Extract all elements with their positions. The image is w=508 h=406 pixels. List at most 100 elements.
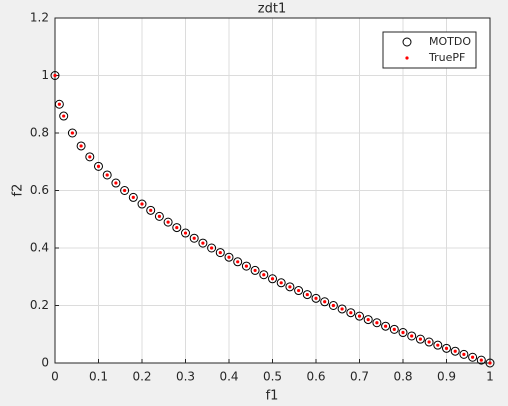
y-tick-label: 1 bbox=[41, 68, 49, 82]
point bbox=[427, 340, 431, 344]
point bbox=[172, 223, 182, 233]
point bbox=[279, 281, 283, 285]
point bbox=[363, 315, 373, 325]
x-tick-label: 0.3 bbox=[176, 370, 195, 384]
point bbox=[331, 303, 335, 308]
point bbox=[375, 321, 379, 325]
point bbox=[384, 324, 388, 328]
point bbox=[459, 349, 469, 359]
x-tick-label: 0.9 bbox=[437, 370, 456, 384]
point bbox=[450, 346, 460, 356]
point bbox=[305, 292, 309, 297]
x-axis-label: f1 bbox=[266, 389, 279, 404]
x-tick-label: 0.2 bbox=[132, 370, 151, 384]
point bbox=[96, 164, 101, 168]
point bbox=[294, 286, 304, 296]
point bbox=[111, 178, 121, 188]
x-tick-label: 0.8 bbox=[393, 370, 412, 384]
point bbox=[53, 73, 57, 78]
point bbox=[436, 343, 440, 347]
point bbox=[166, 220, 170, 224]
point bbox=[424, 337, 434, 347]
point bbox=[218, 251, 222, 255]
point bbox=[297, 288, 301, 293]
point bbox=[105, 173, 109, 177]
point bbox=[94, 161, 103, 171]
point bbox=[285, 282, 295, 292]
point bbox=[337, 304, 347, 314]
point bbox=[62, 114, 66, 118]
point bbox=[85, 152, 95, 162]
y-tick-label: 0 bbox=[41, 356, 49, 370]
legend-label: MOTDO bbox=[429, 35, 471, 48]
point bbox=[57, 102, 61, 106]
point bbox=[418, 337, 422, 341]
axes-box bbox=[54, 17, 491, 364]
point bbox=[314, 296, 318, 300]
point bbox=[175, 225, 179, 230]
point bbox=[433, 340, 443, 350]
point bbox=[250, 265, 260, 275]
point bbox=[54, 99, 64, 109]
point bbox=[453, 349, 457, 353]
point bbox=[381, 321, 391, 331]
legend-marker bbox=[405, 56, 409, 60]
point bbox=[131, 195, 135, 199]
point bbox=[140, 202, 144, 206]
point bbox=[357, 314, 362, 318]
point bbox=[207, 243, 217, 253]
point bbox=[259, 270, 269, 280]
point bbox=[462, 352, 466, 356]
point bbox=[198, 238, 208, 248]
point bbox=[302, 290, 312, 300]
point bbox=[137, 199, 147, 209]
point bbox=[407, 331, 417, 341]
point bbox=[146, 205, 156, 215]
point bbox=[102, 170, 112, 180]
y-tick-label: 0.8 bbox=[30, 126, 49, 140]
y-tick-label: 0.6 bbox=[30, 183, 49, 197]
x-tick-label: 0.1 bbox=[89, 370, 108, 384]
point bbox=[210, 246, 214, 250]
point bbox=[149, 208, 153, 212]
y-axis-label: f2 bbox=[11, 184, 26, 197]
x-tick-label: 0.6 bbox=[306, 370, 325, 384]
point bbox=[157, 214, 161, 218]
y-tick-label: 0.2 bbox=[30, 298, 49, 312]
x-tick-label: 0 bbox=[51, 370, 59, 384]
point bbox=[192, 236, 196, 240]
point bbox=[67, 128, 77, 138]
point bbox=[485, 358, 495, 368]
point bbox=[227, 255, 231, 259]
x-tick-label: 1 bbox=[486, 370, 494, 384]
point bbox=[128, 192, 138, 202]
point bbox=[183, 231, 188, 235]
point bbox=[328, 301, 338, 310]
point bbox=[262, 273, 266, 277]
point bbox=[123, 188, 127, 193]
point bbox=[366, 317, 370, 322]
point bbox=[349, 311, 353, 315]
point bbox=[479, 358, 483, 362]
point bbox=[70, 131, 74, 135]
point bbox=[276, 278, 286, 288]
point bbox=[389, 324, 399, 334]
point bbox=[114, 181, 118, 185]
point bbox=[323, 300, 327, 304]
point bbox=[233, 257, 243, 267]
point bbox=[288, 285, 292, 289]
point bbox=[442, 343, 451, 353]
x-tick-label: 0.7 bbox=[350, 370, 369, 384]
point bbox=[415, 334, 425, 344]
point bbox=[181, 228, 190, 238]
point bbox=[346, 308, 356, 318]
point bbox=[340, 307, 344, 311]
legend-label: TruePF bbox=[428, 51, 465, 64]
point bbox=[224, 252, 234, 262]
point bbox=[471, 355, 475, 359]
point bbox=[268, 274, 277, 284]
point bbox=[476, 355, 486, 365]
point bbox=[311, 293, 321, 303]
x-tick-label: 0.4 bbox=[219, 370, 238, 384]
point bbox=[392, 327, 396, 331]
